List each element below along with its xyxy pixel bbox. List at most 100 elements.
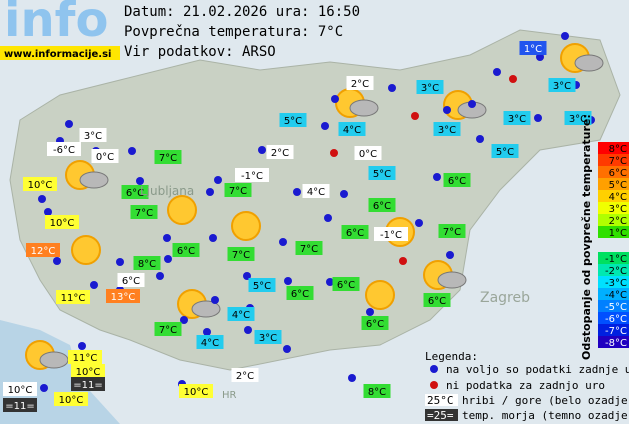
station-label-box: [548, 78, 576, 92]
station-label-box: [374, 227, 408, 241]
station-label-box: [433, 122, 461, 136]
station-dot: [44, 208, 52, 216]
scale-cell: [598, 252, 629, 264]
station-label: 2°C: [271, 148, 289, 159]
missing-dot: [411, 112, 419, 120]
station-label: 8°C: [368, 387, 386, 398]
sun-icon: [71, 235, 101, 265]
station-dot: [468, 100, 476, 108]
cloud-icon: [349, 99, 379, 117]
station-dot: [493, 68, 501, 76]
station-label: 4°C: [307, 187, 325, 198]
station-dot: [40, 384, 48, 392]
station-label-box: [227, 247, 255, 261]
station-label: 6°C: [366, 319, 384, 330]
scale-label: 2°C: [609, 216, 627, 227]
station-label: 0°C: [359, 149, 377, 160]
station-label: 10°C: [59, 395, 84, 406]
legend-text: temp. morja (temno ozadje): [462, 409, 629, 422]
scale-label: -4°C: [605, 290, 627, 301]
scale-label: -3°C: [605, 278, 627, 289]
station-label: 5°C: [373, 169, 391, 180]
station-label: 6°C: [373, 201, 391, 212]
station-dot: [561, 32, 569, 40]
station-label-box: [279, 113, 307, 127]
legend-text: na voljo so podatki zadnje ure: [446, 363, 629, 376]
scale-cell: [598, 226, 629, 238]
station-label: 8°C: [138, 259, 156, 270]
station-dot: [388, 84, 396, 92]
station-label-box: [227, 307, 255, 321]
scale-label: 3°C: [609, 204, 627, 215]
legend-dot: [430, 381, 438, 389]
station-label-box: [438, 224, 466, 238]
missing-dot: [509, 75, 517, 83]
station-label: 2°C: [236, 371, 254, 382]
station-label-box: [71, 377, 105, 391]
station-label-box: [154, 322, 182, 336]
station-label-box: [443, 173, 471, 187]
station-dot: [366, 308, 374, 316]
station-dot: [348, 374, 356, 382]
station-dot: [324, 214, 332, 222]
station-label-box: [71, 364, 105, 378]
station-label: 7°C: [159, 153, 177, 164]
station-label-box: [354, 146, 382, 160]
scale-cell: [598, 300, 629, 312]
station-label-box: [196, 335, 224, 349]
station-dot: [443, 106, 451, 114]
station-label-box: [302, 184, 330, 198]
station-label-box: [368, 198, 396, 212]
station-dot: [293, 188, 301, 196]
station-label: 3°C: [259, 333, 277, 344]
station-label: 7°C: [159, 325, 177, 336]
scale-label: 4°C: [609, 192, 627, 203]
station-label: 7°C: [135, 208, 153, 219]
station-dot: [53, 257, 61, 265]
station-label-box: [68, 350, 102, 364]
missing-dot: [399, 257, 407, 265]
station-label-box: [91, 149, 119, 163]
station-dot: [283, 345, 291, 353]
station-label: 5°C: [496, 147, 514, 158]
station-label-box: [363, 384, 391, 398]
station-label-box: [248, 278, 276, 292]
station-label: 13°C: [111, 292, 136, 303]
legend-dot: [430, 365, 438, 373]
scale-label: -8°C: [605, 338, 627, 349]
station-label: 3°C: [508, 114, 526, 125]
station-label-box: [416, 80, 444, 94]
station-label: 5°C: [284, 116, 302, 127]
cloud-icon: [191, 300, 221, 318]
logo-url: www.informacije.si: [4, 49, 112, 60]
station-label-box: [154, 150, 182, 164]
station-label-box: [26, 243, 60, 257]
station-dot: [284, 277, 292, 285]
scale-cell: [598, 324, 629, 336]
scale-cell: [598, 202, 629, 214]
station-dot: [279, 238, 287, 246]
place-label: HR: [222, 390, 237, 401]
station-dot: [476, 135, 484, 143]
station-label: 7°C: [229, 186, 247, 197]
station-label-box: [491, 144, 519, 158]
station-label: 6°C: [448, 176, 466, 187]
scale-label: 5°C: [609, 180, 627, 191]
station-dot: [164, 255, 172, 263]
station-label: 4°C: [343, 125, 361, 136]
station-dot: [163, 234, 171, 242]
legend-swatch: [425, 394, 458, 406]
station-label: 2°C: [351, 79, 369, 90]
header-average: Povprečna temperatura: 7°C: [124, 24, 343, 40]
station-label: 7°C: [232, 250, 250, 261]
station-dot: [534, 114, 542, 122]
header-source: Vir podatkov: ARSO: [124, 44, 276, 60]
scale-label: 1°C: [609, 228, 627, 239]
scale-label: -5°C: [605, 302, 627, 313]
scale-cell: [598, 178, 629, 190]
station-label: 4°C: [201, 338, 219, 349]
scale-label: -6°C: [605, 314, 627, 325]
scale-label: 7°C: [609, 156, 627, 167]
station-dot: [180, 316, 188, 324]
station-label: 10°C: [76, 367, 101, 378]
